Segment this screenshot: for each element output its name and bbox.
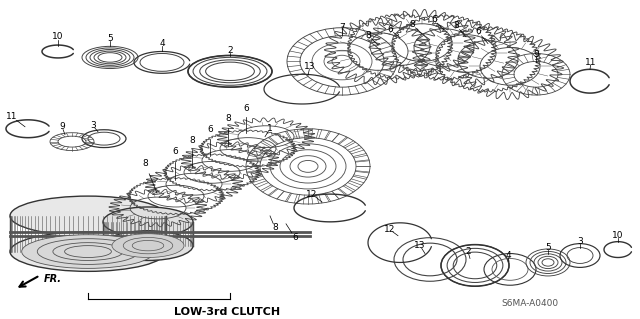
- Ellipse shape: [10, 196, 166, 236]
- Ellipse shape: [112, 234, 184, 257]
- Text: 8: 8: [453, 21, 459, 30]
- Text: LOW-3rd CLUTCH: LOW-3rd CLUTCH: [174, 307, 280, 317]
- Text: 9: 9: [533, 50, 539, 59]
- Text: 2: 2: [465, 247, 471, 256]
- Text: 9: 9: [59, 122, 65, 131]
- Text: 1: 1: [267, 124, 273, 133]
- Text: 10: 10: [612, 231, 624, 240]
- Text: 8: 8: [225, 114, 231, 123]
- Text: 4: 4: [505, 251, 511, 260]
- Text: FR.: FR.: [44, 274, 62, 284]
- Text: 13: 13: [414, 241, 426, 250]
- Text: 8: 8: [272, 223, 278, 232]
- Text: 6: 6: [243, 104, 249, 114]
- Ellipse shape: [10, 232, 166, 271]
- Text: 6: 6: [387, 25, 393, 34]
- Ellipse shape: [103, 207, 193, 237]
- Ellipse shape: [132, 241, 164, 251]
- Text: 11: 11: [6, 112, 18, 121]
- Ellipse shape: [65, 246, 111, 257]
- Text: 8: 8: [409, 20, 415, 29]
- Ellipse shape: [53, 243, 123, 261]
- Text: 6: 6: [172, 147, 178, 156]
- Ellipse shape: [37, 239, 139, 264]
- Text: 7: 7: [339, 23, 345, 32]
- Ellipse shape: [22, 235, 154, 268]
- Text: 8: 8: [189, 136, 195, 145]
- Ellipse shape: [124, 237, 173, 254]
- Text: 6: 6: [475, 27, 481, 36]
- Text: 5: 5: [545, 243, 551, 252]
- Text: 12: 12: [307, 189, 317, 199]
- Ellipse shape: [103, 231, 193, 261]
- Text: 4: 4: [159, 39, 165, 48]
- Text: 8: 8: [365, 31, 371, 40]
- Text: 8: 8: [142, 159, 148, 168]
- Text: 3: 3: [577, 237, 583, 246]
- Text: 12: 12: [384, 225, 396, 234]
- Text: 6: 6: [431, 15, 437, 24]
- Text: S6MA-A0400: S6MA-A0400: [501, 299, 559, 308]
- Text: 10: 10: [52, 32, 64, 41]
- Text: 6: 6: [292, 233, 298, 242]
- Text: 13: 13: [304, 62, 316, 71]
- Text: 3: 3: [90, 121, 96, 130]
- Text: 6: 6: [207, 125, 213, 134]
- Text: 11: 11: [585, 58, 596, 67]
- Text: 5: 5: [107, 34, 113, 43]
- Text: 2: 2: [227, 46, 233, 55]
